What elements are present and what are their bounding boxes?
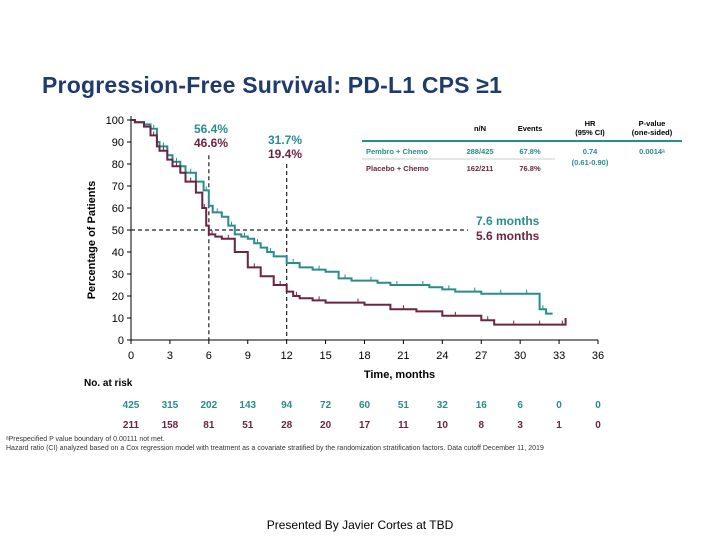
presenter-credit: Presented By Javier Cortes at TBD	[266, 518, 454, 532]
risk-placebo-value: 3	[517, 420, 523, 431]
risk-placebo-value: 0	[595, 420, 601, 431]
risk-pembro-value: 315	[162, 400, 179, 411]
y-tick-label: 60	[112, 203, 124, 215]
y-tick-label: 80	[112, 159, 124, 171]
risk-pembro-value: 94	[281, 400, 293, 411]
x-tick-label: 21	[397, 350, 409, 362]
pfs12-placebo-label: 19.4%	[268, 147, 302, 161]
footnote-a: ᵃPrespecified P value boundary of 0.0011…	[6, 436, 165, 443]
table-cell: (0.61-0.90)	[572, 158, 609, 167]
footnote-hr: Hazard ratio (CI) analyzed based on a Co…	[6, 445, 544, 452]
table-header: P-value	[639, 119, 666, 128]
risk-placebo-value: 1	[556, 420, 562, 431]
table-cell: 0.0014ᵃ	[639, 147, 665, 156]
y-tick-label: 40	[112, 247, 124, 259]
table-header: Events	[518, 124, 543, 133]
y-tick-label: 100	[106, 115, 124, 127]
risk-placebo-value: 10	[437, 420, 449, 431]
page-title: Progression-Free Survival: PD-L1 CPS ≥1	[42, 72, 503, 98]
risk-pembro-value: 0	[595, 400, 601, 411]
table-row-label: Placebo + Chemo	[366, 164, 429, 173]
table-cell: 76.8%	[519, 164, 541, 173]
y-tick-label: 90	[112, 137, 124, 149]
y-tick-label: 0	[118, 335, 124, 347]
risk-placebo-value: 17	[359, 420, 371, 431]
x-tick-label: 18	[358, 350, 370, 362]
x-tick-label: 12	[281, 350, 293, 362]
x-tick-label: 3	[167, 350, 173, 362]
pfs12-pembro-label: 31.7%	[268, 133, 302, 147]
table-header: HR	[585, 119, 596, 128]
y-tick-label: 50	[112, 225, 124, 237]
y-tick-label: 30	[112, 269, 124, 281]
risk-placebo-value: 158	[162, 420, 179, 431]
risk-placebo-value: 11	[398, 420, 409, 431]
risk-placebo-value: 8	[478, 420, 484, 431]
y-axis-label: Percentage of Patients	[86, 181, 98, 300]
y-tick-label: 10	[112, 313, 124, 325]
x-tick-label: 27	[475, 350, 487, 362]
risk-table-label: No. at risk	[84, 378, 133, 389]
x-tick-label: 15	[319, 350, 331, 362]
pfs6-pembro-label: 56.4%	[194, 122, 228, 136]
risk-placebo-value: 51	[242, 420, 254, 431]
table-cell: 0.74	[583, 147, 598, 156]
table-cell: 67.8%	[519, 147, 541, 156]
table-header: n/N	[474, 124, 486, 133]
x-tick-label: 24	[436, 350, 448, 362]
median-pembro-label: 7.6 months	[476, 214, 540, 228]
risk-placebo-value: 81	[203, 420, 215, 431]
table-header: (one-sided)	[632, 128, 673, 137]
risk-pembro-value: 143	[239, 400, 256, 411]
risk-pembro-value: 425	[123, 400, 140, 411]
table-cell: 288/425	[466, 147, 493, 156]
x-axis-label: Time, months	[364, 369, 435, 381]
x-tick-label: 36	[592, 350, 604, 362]
median-placebo-label: 5.6 months	[476, 229, 540, 243]
pfs6-placebo-label: 46.6%	[194, 136, 228, 150]
risk-pembro-value: 16	[476, 400, 488, 411]
risk-pembro-value: 0	[556, 400, 562, 411]
risk-placebo-value: 20	[320, 420, 332, 431]
risk-placebo-value: 28	[281, 420, 293, 431]
risk-pembro-value: 60	[359, 400, 371, 411]
x-tick-label: 0	[128, 350, 134, 362]
risk-pembro-value: 6	[517, 400, 523, 411]
table-row-label: Pembro + Chemo	[366, 147, 428, 156]
table-cell: 162/211	[467, 164, 494, 173]
x-tick-label: 33	[553, 350, 565, 362]
risk-pembro-value: 32	[437, 400, 449, 411]
x-tick-label: 30	[514, 350, 526, 362]
table-header: (95% CI)	[575, 128, 605, 137]
risk-pembro-value: 202	[200, 400, 217, 411]
x-tick-label: 6	[206, 350, 212, 362]
risk-pembro-value: 51	[398, 400, 410, 411]
x-tick-label: 9	[245, 350, 251, 362]
y-tick-label: 70	[112, 181, 124, 193]
y-tick-label: 20	[112, 291, 124, 303]
risk-placebo-value: 211	[123, 420, 140, 431]
risk-pembro-value: 72	[320, 400, 332, 411]
